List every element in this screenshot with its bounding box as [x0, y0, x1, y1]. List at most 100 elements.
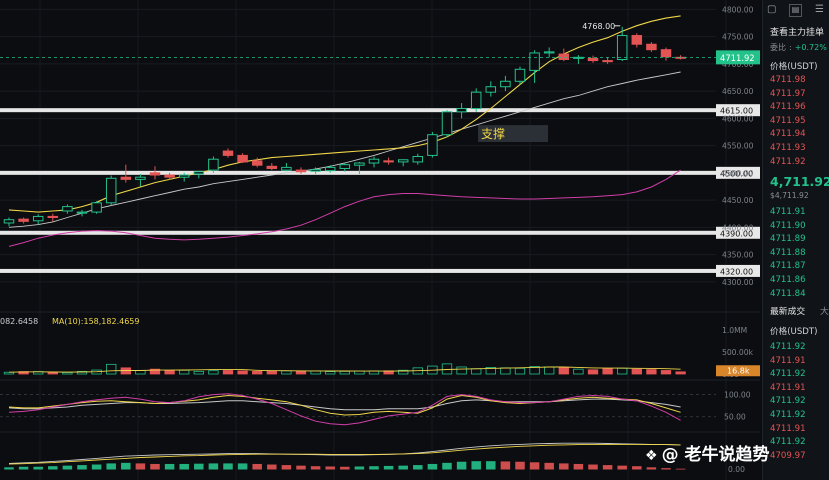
trade-price[interactable]: 4711.91	[770, 382, 806, 393]
macd-histogram-bar	[194, 463, 204, 470]
bid-price[interactable]: 4711.89	[770, 234, 806, 245]
candle-body	[295, 169, 307, 173]
candlesticks	[3, 26, 686, 227]
oscillator-tick-label: 100.00	[724, 391, 751, 400]
order-book-panel: ▢ ▤ ☰ 查看主力挂单 委比: +0.72% 价格(USDT) 4711.98 4…	[762, 0, 829, 480]
macd-histogram-bar	[383, 465, 394, 470]
candle-body	[62, 206, 73, 212]
macd-histogram-bar	[515, 461, 525, 470]
bid-price[interactable]: 4711.91	[770, 207, 806, 217]
macd-histogram-bar	[325, 466, 335, 470]
macd-histogram-bar	[91, 464, 102, 470]
volume-bar	[237, 370, 248, 375]
macd-histogram-bar	[456, 461, 467, 470]
volume-tick-label: 1.0MM	[722, 326, 747, 335]
price-tick-label: 4300.00	[722, 278, 754, 287]
candle-body	[310, 169, 321, 172]
candle-body	[164, 174, 175, 178]
diamond-logo-icon: ❖	[645, 448, 658, 464]
trade-price[interactable]: 4711.92	[770, 410, 806, 420]
candle-body	[543, 51, 555, 54]
support-line	[0, 268, 716, 273]
support-price-label: 4615.00	[720, 107, 753, 116]
macd-histogram-bar	[252, 463, 262, 470]
trade-price[interactable]: 4711.92	[770, 437, 806, 448]
macd-histogram-bar	[602, 465, 613, 470]
bid-price[interactable]: 4711.87	[770, 261, 806, 272]
book-layout-icon[interactable]: ▤	[789, 4, 802, 17]
back-icon[interactable]: ▢	[767, 4, 777, 15]
compare-label: 委比	[770, 43, 786, 52]
candle-body	[427, 134, 438, 156]
trade-price[interactable]: 4711.91	[770, 355, 806, 366]
ask-price[interactable]: 4711.96	[770, 102, 806, 113]
last-price: 4,711.92	[770, 174, 829, 189]
ask-price[interactable]: 4711.98	[770, 75, 806, 85]
trade-price[interactable]: 4711.92	[770, 342, 806, 352]
trade-price[interactable]: 4709.97	[770, 450, 806, 461]
volume-value: 082.6458	[0, 317, 38, 326]
ma-white-line	[8, 71, 681, 228]
volume-bar	[602, 368, 613, 375]
macd-histogram-bar	[340, 466, 350, 470]
candle-body	[149, 172, 161, 176]
current-price-tag	[716, 50, 760, 65]
volume-bar	[325, 371, 336, 375]
volume-bar	[398, 369, 409, 375]
candle-body	[470, 91, 482, 110]
ask-price[interactable]: 4711.93	[770, 143, 806, 153]
macd-histogram-bar	[179, 463, 189, 470]
trade-price[interactable]: 4711.91	[770, 423, 806, 434]
ask-price[interactable]: 4711.95	[770, 115, 806, 126]
candle-body	[514, 68, 526, 82]
trades-title[interactable]: 最新成交	[770, 307, 806, 317]
grid-lines	[0, 0, 760, 480]
price-chart[interactable]: 4615.00 4500.00 4390.00 4320.00 支撑 4800.00 47…	[0, 0, 760, 480]
volume-bar	[47, 372, 58, 375]
macd-histogram-bar	[471, 461, 481, 470]
list-layout-icon[interactable]: ☰	[815, 4, 824, 15]
bid-price[interactable]: 4711.84	[770, 288, 806, 299]
macd-pane: 0.00	[4, 442, 745, 474]
candle-body	[587, 57, 599, 62]
macd-histogram-bar	[427, 463, 438, 470]
support-price-tag	[716, 264, 760, 277]
macd-histogram-bar	[33, 466, 43, 470]
volume-bar	[354, 370, 365, 375]
ask-price[interactable]: 4711.94	[770, 129, 806, 140]
price-tick-label: 4500.00	[722, 169, 754, 178]
volume-bar	[544, 366, 555, 375]
candle-body	[397, 159, 409, 163]
bid-price[interactable]: 4711.86	[770, 275, 806, 285]
macd-histogram-bar	[77, 465, 87, 470]
macd-histogram-bar	[48, 466, 58, 470]
trades-extra-tab[interactable]: 大	[820, 307, 829, 317]
support-price-label: 4500.00	[720, 169, 753, 178]
candle-body	[266, 165, 278, 169]
candle-body	[602, 60, 613, 63]
volume-bar	[456, 366, 467, 375]
volume-current-tag	[716, 365, 760, 377]
candle-body	[631, 35, 643, 45]
candle-body	[529, 52, 540, 71]
candle-body	[558, 53, 570, 60]
macd-histogram-bar	[150, 463, 160, 470]
bid-price[interactable]: 4711.90	[770, 220, 806, 231]
candle-body	[616, 35, 628, 60]
macd-histogram-bar	[661, 468, 671, 470]
ask-price[interactable]: 4711.92	[770, 156, 806, 167]
macd-histogram-bar	[208, 463, 219, 470]
price-tick-label: 4450.00	[722, 196, 754, 205]
volume-bar	[514, 367, 526, 375]
volume-bar	[471, 368, 482, 375]
candle-body	[354, 162, 365, 166]
volume-bar	[587, 369, 599, 375]
candle-body	[3, 219, 15, 224]
bid-price[interactable]: 4711.88	[770, 247, 806, 258]
ask-price[interactable]: 4711.97	[770, 88, 806, 99]
order-book-title[interactable]: 查看主力挂单	[770, 28, 825, 38]
trade-price[interactable]: 4711.92	[770, 396, 806, 407]
trade-price[interactable]: 4711.92	[770, 369, 806, 380]
price-tick-label: 4600.00	[722, 114, 754, 123]
chart-background	[0, 0, 760, 480]
